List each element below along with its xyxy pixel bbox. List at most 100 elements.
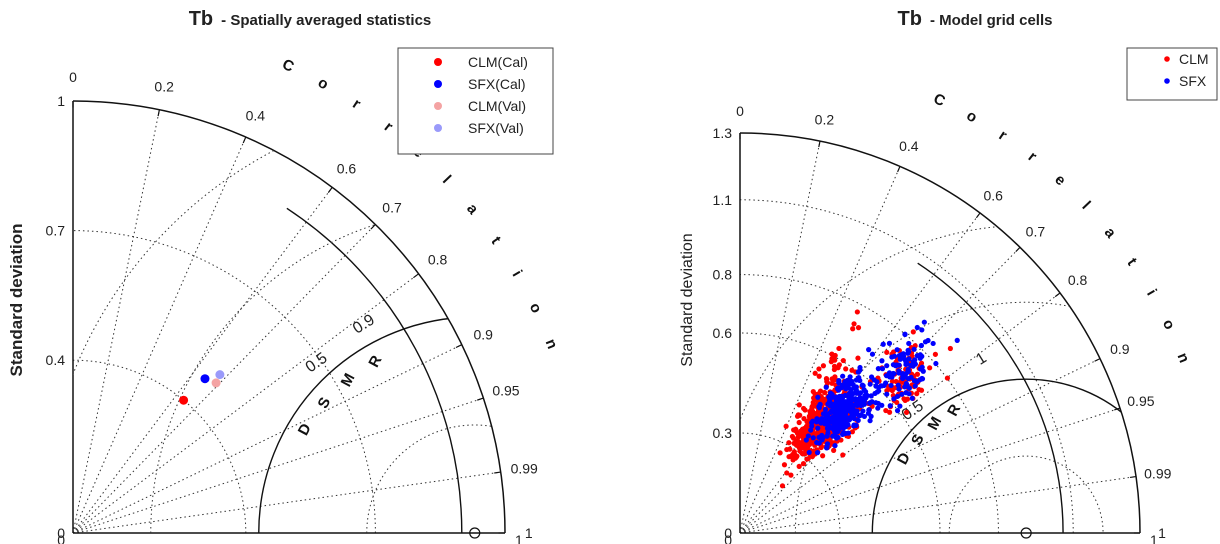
correlation-tick-label: 0.9 [473,326,493,342]
rmsd-contour-label: 0.5 [303,350,331,377]
taylor-panel-2: Tb - Model grid cells Standard deviation 0 0… [679,8,1218,544]
data-point [925,337,931,344]
legend-label: SFX(Cal) [468,76,526,92]
correlation-gridline [739,166,901,534]
correlation-gridline [739,407,1121,534]
data-point [858,401,864,407]
data-point [835,419,842,425]
correlation-tick [975,212,981,219]
correlation-tick [818,140,821,148]
data-point [819,437,825,443]
correlation-label-letter: e [1051,171,1069,189]
data-point [921,319,927,325]
data-point [899,391,905,397]
data-point [910,359,916,365]
data-point [794,430,800,436]
data-point [901,396,907,402]
data-point [816,366,822,372]
data-point [842,379,848,385]
data-point [854,309,860,315]
data-point [805,456,811,462]
y-tick-label: 0.4 [46,352,66,368]
data-point [825,420,832,426]
data-point [820,411,827,417]
std-contour [917,262,1064,534]
y-tick-label: 0.7 [46,223,66,239]
correlation-tick-label: 0.8 [428,252,448,268]
correlation-gridline [72,224,376,534]
correlation-label-letter: o [315,74,331,93]
legend-label: SFX [1179,73,1207,89]
data-point [829,376,835,382]
correlation-tick-label: 1 [525,525,533,541]
data-point [883,373,890,379]
data-point [783,423,789,429]
data-point [779,483,786,489]
data-point [869,351,876,357]
correlation-tick [477,397,484,401]
y-tick-label: 1.3 [713,125,733,141]
correlation-gridline [739,140,821,534]
rmsd-gridline [73,101,505,533]
data-point [896,386,902,392]
data-point [818,444,824,451]
correlation-tick-label: 0.9 [1110,341,1130,357]
data-point [896,362,902,368]
data-point [840,357,846,364]
data-point [825,401,831,407]
legend: CLM SFX [1126,47,1218,101]
data-points [777,309,960,489]
correlation-label-letter: o [1159,317,1178,333]
correlation-label-letter: l [439,172,454,187]
correlation-tick-label: 0.99 [511,461,538,477]
data-point [843,399,849,405]
data-point [875,405,881,411]
outer-arc [72,100,506,534]
data-point [845,430,852,436]
data-point [874,379,880,385]
reference-marker [469,527,481,539]
data-point [847,374,853,380]
legend-label: CLM(Val) [468,98,526,114]
std-contour-label: 0.9 [350,311,378,337]
data-point [845,422,851,428]
data-point [880,341,886,347]
data-point [831,354,838,360]
correlation-label-letter: t [487,234,504,248]
y-tick-label: 0 [724,525,732,541]
correlation-gridline [739,292,1061,534]
correlation-label-letter: l [1078,198,1093,213]
correlation-tick [242,136,247,144]
data-point [853,387,859,393]
data-point [215,370,225,380]
correlation-label-letter: C [931,90,948,110]
legend-label: SFX(Val) [468,120,524,136]
correlation-tick [1129,475,1137,479]
legend-marker [434,102,442,110]
data-point [805,433,811,439]
correlation-tick [157,109,160,117]
data-points [179,370,225,405]
x-tick-label: 0 [57,532,65,544]
data-point [832,414,838,420]
data-point [918,342,924,349]
correlation-tick [1094,358,1101,362]
correlation-tick [327,187,333,193]
data-point [813,419,820,425]
correlation-label-letter: t [1123,255,1140,269]
x-tick-label: 1 [1150,532,1158,544]
data-point [878,383,884,389]
data-point [918,353,924,359]
data-point [906,385,912,391]
data-point [834,386,841,392]
legend-box [1126,47,1218,101]
data-point [861,387,867,393]
data-point [867,400,873,406]
data-point [788,472,794,478]
std-gridline [739,274,999,534]
correlation-tick-label: 1 [1158,525,1166,541]
data-point [842,412,848,418]
data-point [858,396,864,402]
y-axis-label: Standard deviation [679,233,696,366]
